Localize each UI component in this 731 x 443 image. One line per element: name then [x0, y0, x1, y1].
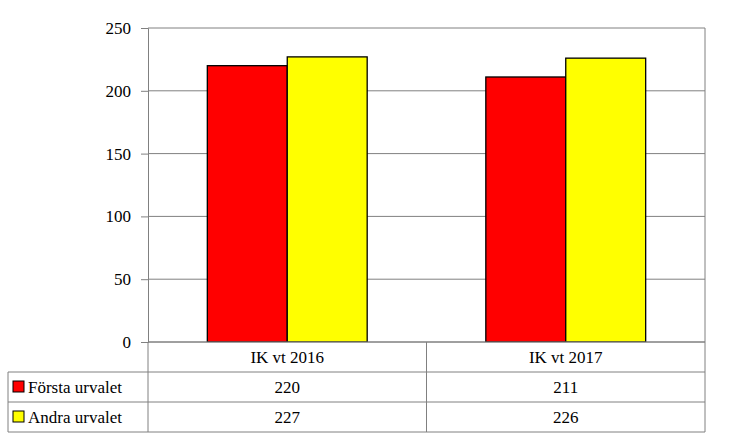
grid-line [148, 28, 705, 29]
x-axis: IK vt 2016 IK vt 2017 [250, 342, 603, 367]
table-line [8, 402, 705, 403]
bar [287, 57, 367, 342]
bars [207, 57, 645, 342]
legend-swatch [13, 411, 24, 422]
tick-mark [141, 28, 148, 29]
tick-mark [141, 91, 148, 92]
tick-label: 50 [114, 270, 131, 289]
category-label: IK vt 2016 [250, 348, 324, 367]
tick-label: 0 [123, 333, 132, 352]
chart: 0 50 100 150 200 250 Första urvalet 220 211 Andra… [0, 0, 731, 443]
axis-line [141, 29, 149, 343]
tick: 0 [123, 333, 149, 352]
table-line [8, 432, 705, 433]
table-line [8, 372, 9, 432]
table-value: 220 [275, 378, 301, 397]
category-label: IK vt 2017 [529, 348, 603, 367]
table-line [148, 342, 149, 432]
tick-mark [141, 279, 148, 280]
tick-label: 200 [106, 82, 132, 101]
y-axis: 0 50 100 150 200 250 [106, 19, 149, 352]
tick: IK vt 2017 [529, 342, 603, 367]
tick: 50 [114, 270, 148, 289]
table-line [426, 342, 427, 432]
grid [148, 28, 705, 342]
tick-mark [141, 342, 148, 343]
legend-swatch [13, 381, 24, 392]
tick: 200 [106, 82, 149, 101]
tick-label: 100 [106, 207, 132, 226]
bar [207, 66, 287, 342]
bar [566, 58, 646, 342]
tick: 150 [106, 145, 149, 164]
tick: IK vt 2016 [250, 342, 324, 367]
plot-frame [705, 28, 706, 342]
tick: 100 [106, 207, 149, 226]
table-value: 227 [275, 408, 301, 427]
bar [486, 77, 566, 342]
table-value: 226 [553, 408, 579, 427]
table-line [8, 372, 705, 373]
legend-entry: Andra urvalet [28, 408, 122, 427]
tick-label: 150 [106, 145, 132, 164]
legend-entry: Första urvalet [28, 378, 122, 397]
tick-label: 250 [106, 19, 132, 38]
tick-mark [141, 154, 148, 155]
tick: 250 [106, 19, 149, 38]
data-table: Första urvalet 220 211 Andra urvalet 227 226 [8, 342, 705, 432]
tick-mark [141, 216, 148, 217]
table-value: 211 [553, 378, 578, 397]
table-line [705, 342, 706, 432]
